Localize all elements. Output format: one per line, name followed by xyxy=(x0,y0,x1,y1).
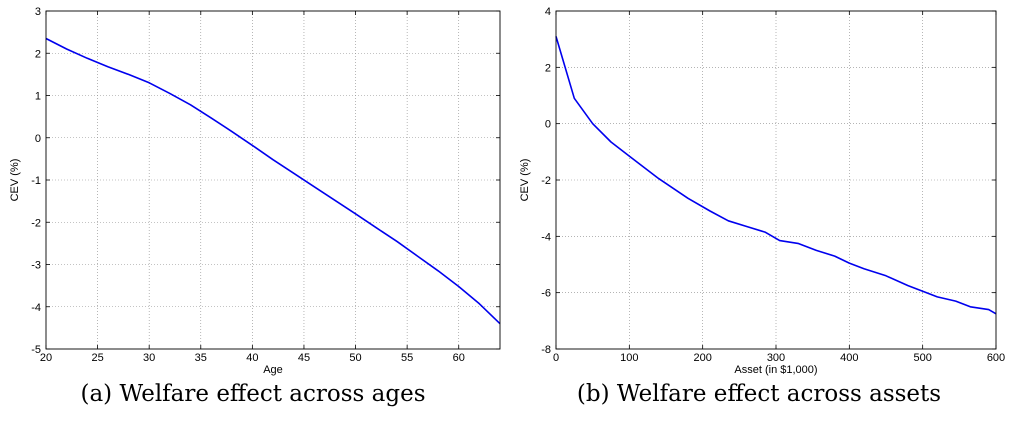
x-tick-label: 30 xyxy=(143,352,155,364)
y-tick-label: 0 xyxy=(35,133,41,145)
x-tick-label: 100 xyxy=(620,352,638,364)
chart-age-svg: 20 25 30 35 40 45 50 55 60 -5 -4 -3 -2 -1 0 1 2 3 Age CEV (… xyxy=(9,6,501,376)
y-tick-label: -4 xyxy=(31,302,41,314)
x-tick-label: 35 xyxy=(195,352,207,364)
plot-frame xyxy=(555,10,997,350)
y-axis-label: CEV (%) xyxy=(9,159,21,202)
y-tick-label: 4 xyxy=(545,6,551,18)
caption-assets: (b) Welfare effect across assets xyxy=(576,381,942,407)
y-tick-label: -8 xyxy=(541,344,551,356)
x-tick-label: 20 xyxy=(40,352,52,364)
y-tick-label: -2 xyxy=(31,217,41,229)
y-tick-label: -3 xyxy=(31,260,41,272)
x-tick-label: 25 xyxy=(91,352,103,364)
y-tick-label: -4 xyxy=(541,231,551,243)
x-tick-label: 200 xyxy=(693,352,711,364)
x-tick-label: 500 xyxy=(913,352,931,364)
chart-panel-age: 20 25 30 35 40 45 50 55 60 -5 -4 -3 -2 -1 0 1 2 3 Age CEV (… xyxy=(9,6,501,407)
y-tick-label: 0 xyxy=(545,119,551,131)
y-tick-label: -1 xyxy=(31,175,41,187)
chart-assets-svg: 0 100 200 300 400 500 600 -8 -6 -4 -2 0 2 4 Asset (in … xyxy=(519,6,1005,376)
x-axis-label: Age xyxy=(263,364,283,376)
series-line xyxy=(45,37,501,325)
y-tick-label: -5 xyxy=(31,344,41,356)
x-tick-label: 45 xyxy=(298,352,310,364)
x-tick-label: 400 xyxy=(840,352,858,364)
x-tick-label: 600 xyxy=(987,352,1005,364)
x-tick-label: 300 xyxy=(767,352,785,364)
x-axis-label: Asset (in $1,000) xyxy=(734,364,817,376)
plot-area xyxy=(46,11,500,349)
y-tick-label: 3 xyxy=(35,6,41,18)
y-tick-label: 2 xyxy=(545,62,551,74)
y-tick-label: 1 xyxy=(35,91,41,103)
y-axis-label: CEV (%) xyxy=(519,159,531,202)
y-tick-label: -2 xyxy=(541,175,551,187)
series-line xyxy=(555,36,997,315)
y-tick-label: 2 xyxy=(35,48,41,60)
caption-age: (a) Welfare effect across ages xyxy=(80,381,426,407)
x-tick-label: 55 xyxy=(401,352,413,364)
x-tick-label: 60 xyxy=(453,352,465,364)
x-tick-label: 50 xyxy=(349,352,361,364)
y-tick-label: -6 xyxy=(541,288,551,300)
chart-panel-assets: 0 100 200 300 400 500 600 -8 -6 -4 -2 0 2 4 Asset (in … xyxy=(506,0,1012,429)
x-tick-label: 40 xyxy=(246,352,258,364)
plot-frame xyxy=(45,10,501,350)
x-tick-label: 0 xyxy=(553,352,559,364)
